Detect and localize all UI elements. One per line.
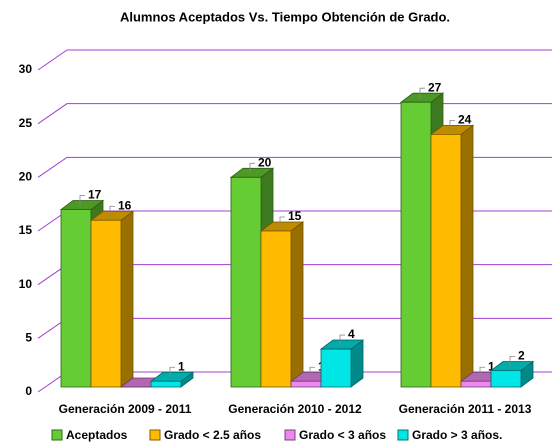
bar-face (120, 210, 134, 388)
data-label: 1 (178, 359, 185, 373)
y-tick-label: 15 (19, 223, 33, 237)
grid-line (37, 156, 552, 178)
y-tick-label: 30 (19, 62, 33, 76)
leader-line (79, 195, 85, 206)
bar-face (490, 370, 522, 388)
bar-face (60, 209, 92, 388)
bar-face (290, 380, 322, 388)
grid-line (37, 103, 552, 125)
leader-line (169, 366, 175, 378)
x-tick-label: Generación 2009 - 2011 (59, 402, 192, 416)
y-tick-label: 10 (19, 277, 33, 291)
data-label: 17 (88, 188, 102, 202)
chart-title: Alumnos Aceptados Vs. Tiempo Obtención d… (120, 9, 450, 24)
leader-line (109, 205, 115, 217)
legend-label: Aceptados (66, 428, 128, 442)
legend-swatch (284, 429, 296, 441)
bar-face (290, 221, 304, 388)
bar (259, 221, 305, 388)
leader-line (479, 366, 485, 378)
bar-face (400, 101, 432, 388)
bar-face (460, 124, 474, 388)
x-tick-label: Generación 2010 - 2012 (228, 402, 362, 416)
x-tick-label: Generación 2011 - 2013 (399, 402, 532, 416)
legend-label: Grado < 3 años (299, 428, 386, 442)
bar (319, 339, 365, 388)
leader-line (249, 162, 255, 174)
legend-label: Grado < 2.5 años (164, 428, 261, 442)
y-tick-label: 20 (19, 170, 33, 184)
legend-label: Grado > 3 años. (412, 428, 502, 442)
leader-line (449, 120, 455, 131)
bar (429, 124, 475, 388)
bar-face (150, 380, 182, 388)
bar-face (320, 348, 352, 388)
y-tick-label: 0 (25, 384, 32, 398)
bar (489, 360, 535, 388)
bar (149, 371, 195, 388)
data-label: 24 (458, 113, 472, 127)
bar-face (90, 219, 122, 388)
data-label: 16 (118, 198, 132, 212)
bar-face (430, 133, 462, 388)
data-label: 2 (518, 349, 525, 363)
legend-swatch (149, 429, 161, 441)
data-label: 1 (488, 359, 495, 373)
data-label: 20 (258, 156, 272, 170)
legend-swatch (51, 429, 63, 441)
y-tick-label: 25 (19, 116, 33, 130)
data-label: 15 (288, 209, 302, 223)
bar-face (230, 176, 262, 388)
leader-line (279, 216, 285, 227)
bar-face (460, 380, 492, 388)
data-label: 27 (428, 80, 442, 94)
data-label: 4 (348, 327, 355, 341)
leader-line (339, 334, 345, 346)
y-tick-label: 5 (25, 331, 32, 345)
leader-line (419, 87, 425, 99)
bar-face (260, 230, 292, 388)
bar (89, 210, 135, 388)
leader-line (509, 356, 515, 367)
leader-line (309, 366, 315, 378)
legend-swatch (397, 429, 409, 441)
grid-line (37, 49, 552, 71)
